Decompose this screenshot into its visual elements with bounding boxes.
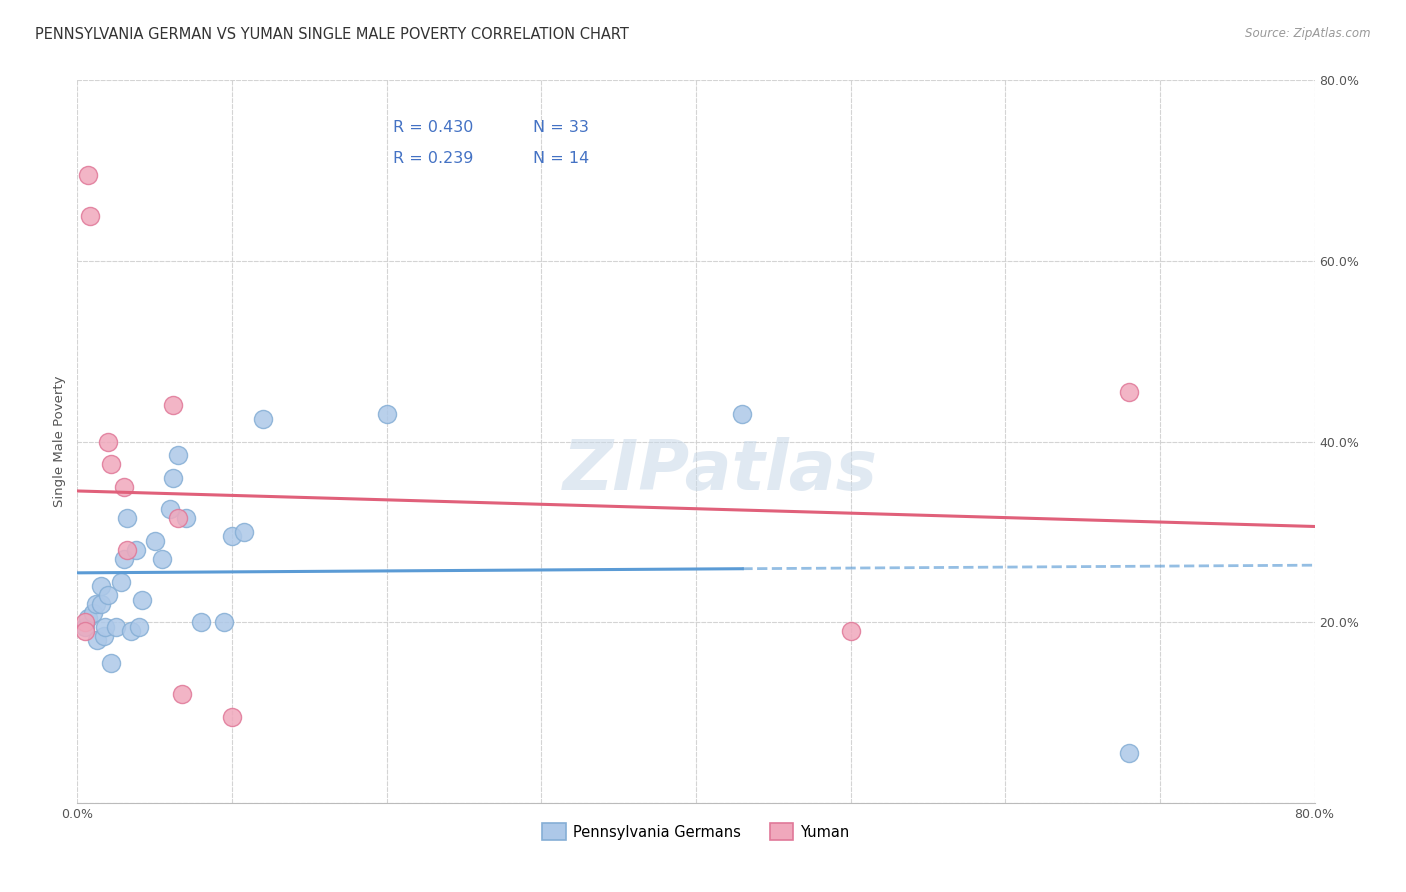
Point	[90, 579, 111, 593]
Text: PENNSYLVANIA GERMAN VS YUMAN SINGLE MALE POVERTY CORRELATION CHART: PENNSYLVANIA GERMAN VS YUMAN SINGLE MALE…	[35, 27, 628, 42]
Point	[115, 511, 138, 525]
Point	[77, 168, 100, 182]
Point	[75, 615, 96, 630]
Point	[839, 624, 862, 639]
Point	[79, 209, 101, 223]
Point	[112, 480, 135, 494]
Point	[100, 457, 122, 471]
Point	[731, 408, 754, 422]
Point	[172, 687, 194, 701]
Text: R = 0.430: R = 0.430	[392, 120, 474, 135]
Point	[94, 620, 117, 634]
Point	[221, 529, 243, 543]
Point	[375, 408, 398, 422]
Point	[143, 533, 166, 548]
Point	[162, 398, 184, 412]
Legend: Pennsylvania Germans, Yuman: Pennsylvania Germans, Yuman	[536, 818, 856, 847]
Point	[75, 624, 96, 639]
Point	[77, 610, 100, 624]
Point	[128, 620, 150, 634]
Text: N = 14: N = 14	[533, 151, 589, 166]
Point	[152, 552, 174, 566]
Point	[252, 412, 274, 426]
Point	[75, 620, 96, 634]
Y-axis label: Single Male Poverty: Single Male Poverty	[53, 376, 66, 508]
Point	[190, 615, 212, 630]
Point	[131, 592, 153, 607]
Point	[90, 597, 111, 611]
Point	[125, 542, 148, 557]
Point	[82, 606, 104, 620]
Point	[97, 588, 120, 602]
Point	[112, 552, 135, 566]
Point	[221, 710, 243, 724]
Text: ZIPatlas: ZIPatlas	[564, 437, 879, 504]
Point	[233, 524, 256, 539]
Point	[84, 597, 107, 611]
Point	[93, 629, 115, 643]
Point	[86, 633, 108, 648]
Point	[97, 434, 120, 449]
Point	[159, 502, 181, 516]
Point	[110, 574, 132, 589]
Point	[100, 656, 122, 670]
Point	[121, 624, 143, 639]
Point	[1118, 746, 1140, 760]
Point	[115, 542, 138, 557]
Point	[174, 511, 197, 525]
Text: Source: ZipAtlas.com: Source: ZipAtlas.com	[1246, 27, 1371, 40]
Text: N = 33: N = 33	[533, 120, 589, 135]
Point	[167, 448, 190, 462]
Point	[105, 620, 127, 634]
Point	[214, 615, 236, 630]
Point	[162, 471, 184, 485]
Point	[167, 511, 190, 525]
Point	[1118, 384, 1140, 399]
Text: R = 0.239: R = 0.239	[392, 151, 474, 166]
